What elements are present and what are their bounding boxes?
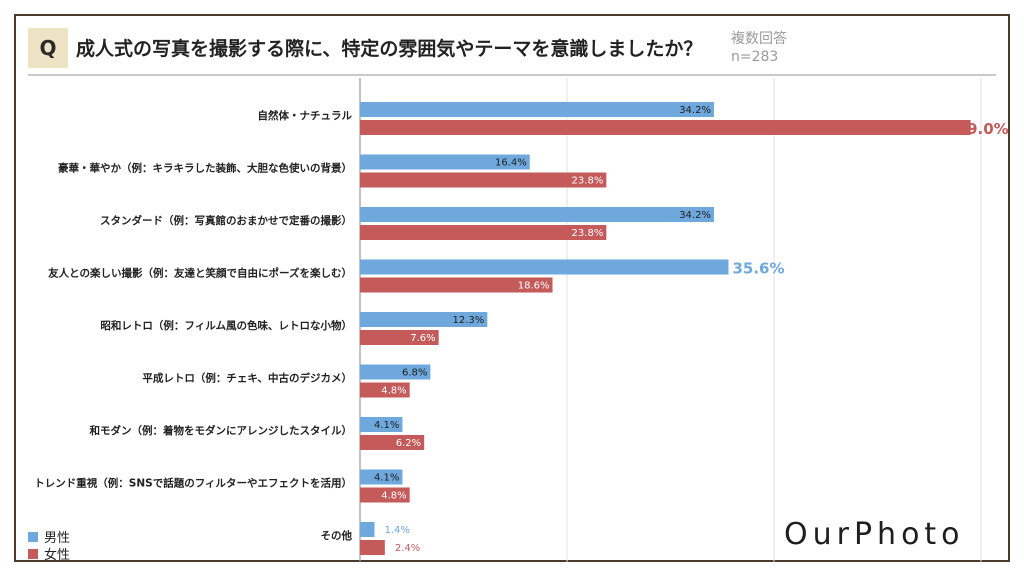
category-label: 平成レトロ（例：チェキ、中古のデジカメ） (142, 372, 352, 385)
legend-label-male: 男性 (44, 531, 71, 546)
bar-female (360, 487, 410, 503)
bar-female (360, 382, 410, 398)
bar-female (360, 330, 439, 345)
ourphoto-logo: OurPhoto (784, 517, 965, 552)
data-label: 23.8% (572, 228, 604, 239)
question-badge: Q (28, 28, 68, 68)
category-label: 豪華・華やか（例：キラキラした装飾、大胆な色使いの背景） (58, 162, 352, 175)
bar-male (360, 469, 403, 485)
data-label: 4.8% (381, 386, 406, 397)
survey-meta: 複数回答 n=283 (731, 30, 787, 66)
bar-male (360, 154, 530, 170)
data-label: 1.4% (384, 525, 409, 536)
category-label: その他 (321, 529, 353, 542)
bar-male (360, 312, 488, 327)
data-label: 12.3% (453, 315, 485, 326)
category-label: 自然体・ナチュラル (258, 109, 353, 122)
data-label: 6.8% (402, 368, 427, 379)
data-label: 7.6% (410, 333, 435, 344)
bar-female (360, 277, 553, 293)
bar-male (360, 259, 729, 275)
legend-swatch-female (28, 548, 38, 559)
bar-male (360, 417, 403, 432)
data-label: 6.2% (396, 438, 421, 449)
data-label: 4.1% (374, 473, 399, 484)
legend-item-female: 女性 (28, 545, 71, 563)
bar-female (360, 540, 385, 555)
bar-male (360, 364, 431, 380)
data-label: 34.2% (679, 105, 711, 116)
category-label: 和モダン（例：着物をモダンにアレンジしたスタイル） (89, 424, 353, 437)
data-label: 23.8% (572, 176, 604, 187)
header-divider (28, 74, 996, 76)
legend-label-female: 女性 (44, 548, 71, 563)
chart-title: 成人式の写真を撮影する際に、特定の雰囲気やテーマを意識しましたか？ (76, 38, 703, 60)
data-label: 4.1% (374, 420, 399, 431)
sample-size: n=283 (731, 49, 779, 65)
data-label: 2.4% (395, 543, 420, 554)
data-label: 4.8% (381, 491, 406, 502)
bar-female (360, 120, 971, 135)
data-label: 18.6% (518, 281, 550, 292)
bar-female (360, 172, 607, 188)
bar-male (360, 522, 375, 537)
category-label: トレンド重視（例：SNSで話題のフィルターやエフェクトを活用） (34, 477, 352, 490)
category-label: 昭和レトロ（例：フィルム風の色味、レトロな小物） (100, 319, 352, 332)
legend: 男性 女性 (28, 528, 71, 563)
data-label: 59.0% (957, 120, 1009, 138)
data-label: 35.6% (732, 260, 784, 278)
legend-swatch-male (28, 531, 38, 542)
legend-item-male: 男性 (28, 528, 71, 546)
bar-male (360, 207, 714, 222)
data-label: 34.2% (679, 210, 711, 221)
bar-female (360, 225, 607, 240)
bar-female (360, 435, 425, 450)
category-label: スタンダード（例：写真館のおまかせで定番の撮影） (100, 214, 352, 227)
category-label: 友人との楽しい撮影（例：友達と笑顔で自由にポーズを楽しむ） (47, 267, 352, 280)
answer-type: 複数回答 (731, 31, 787, 47)
bar-male (360, 102, 714, 117)
data-label: 16.4% (495, 158, 527, 169)
